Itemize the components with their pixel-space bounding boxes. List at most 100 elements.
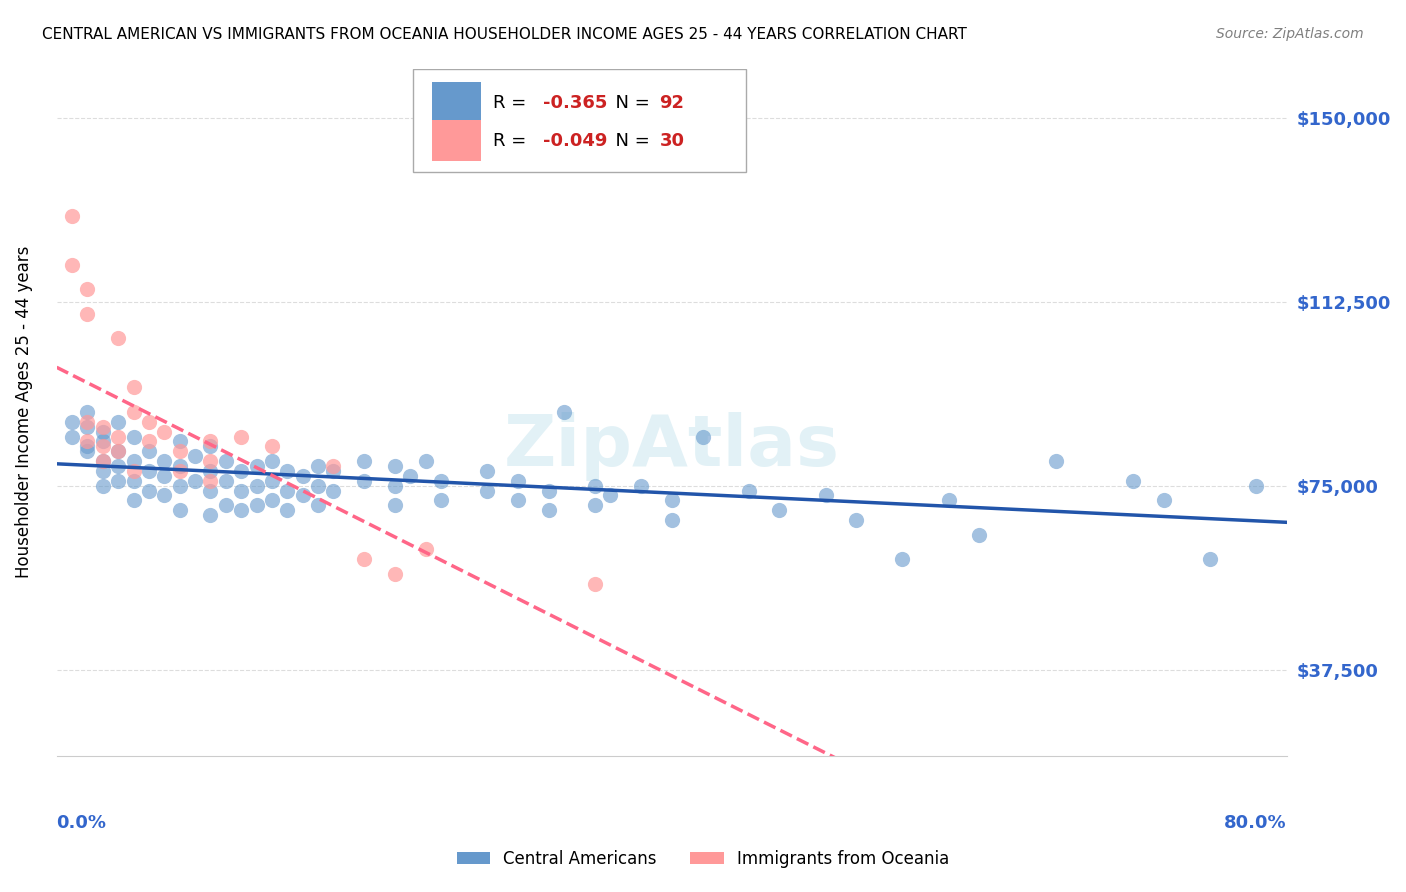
Point bbox=[76, 444, 98, 458]
Point bbox=[215, 498, 238, 512]
Point bbox=[969, 527, 991, 541]
Point bbox=[231, 464, 253, 478]
FancyBboxPatch shape bbox=[432, 82, 481, 123]
Point bbox=[91, 454, 114, 468]
Point bbox=[91, 434, 114, 449]
Text: 80.0%: 80.0% bbox=[1225, 814, 1286, 832]
Point bbox=[430, 474, 453, 488]
Point bbox=[200, 483, 222, 498]
Point bbox=[122, 464, 145, 478]
Point bbox=[60, 429, 83, 443]
Point bbox=[200, 439, 222, 453]
Point bbox=[200, 474, 222, 488]
Text: CENTRAL AMERICAN VS IMMIGRANTS FROM OCEANIA HOUSEHOLDER INCOME AGES 25 - 44 YEAR: CENTRAL AMERICAN VS IMMIGRANTS FROM OCEA… bbox=[42, 27, 967, 42]
Point bbox=[91, 425, 114, 439]
Point bbox=[1122, 474, 1144, 488]
Point bbox=[76, 405, 98, 419]
Point bbox=[91, 464, 114, 478]
Point bbox=[107, 458, 129, 473]
Point bbox=[506, 474, 529, 488]
Point bbox=[415, 542, 437, 557]
Point bbox=[307, 498, 329, 512]
Point bbox=[430, 493, 453, 508]
Point bbox=[1244, 478, 1267, 492]
Point bbox=[276, 503, 298, 517]
Point bbox=[169, 458, 191, 473]
Point bbox=[107, 474, 129, 488]
Point bbox=[76, 419, 98, 434]
Point bbox=[138, 483, 160, 498]
Text: 0.0%: 0.0% bbox=[56, 814, 107, 832]
Point bbox=[60, 209, 83, 223]
Text: R =: R = bbox=[494, 132, 533, 150]
Point bbox=[630, 478, 652, 492]
Point bbox=[477, 464, 499, 478]
Point bbox=[938, 493, 960, 508]
Point bbox=[169, 478, 191, 492]
Text: N =: N = bbox=[605, 132, 655, 150]
FancyBboxPatch shape bbox=[432, 120, 481, 161]
Point bbox=[200, 454, 222, 468]
Point bbox=[231, 429, 253, 443]
Point bbox=[138, 434, 160, 449]
Point bbox=[661, 493, 683, 508]
Point bbox=[138, 444, 160, 458]
Point bbox=[60, 415, 83, 429]
Point bbox=[553, 405, 575, 419]
Point bbox=[260, 493, 283, 508]
Point bbox=[814, 488, 837, 502]
Point bbox=[76, 434, 98, 449]
Point bbox=[107, 429, 129, 443]
Point bbox=[583, 498, 606, 512]
Point bbox=[260, 474, 283, 488]
Point bbox=[891, 552, 914, 566]
Point bbox=[153, 468, 176, 483]
Point bbox=[91, 454, 114, 468]
Point bbox=[169, 464, 191, 478]
Point bbox=[583, 478, 606, 492]
Point bbox=[537, 503, 560, 517]
Point bbox=[353, 454, 375, 468]
Point bbox=[122, 454, 145, 468]
Point bbox=[91, 439, 114, 453]
Point bbox=[291, 488, 314, 502]
Point bbox=[76, 307, 98, 321]
Text: 30: 30 bbox=[659, 132, 685, 150]
Point bbox=[231, 483, 253, 498]
Point bbox=[169, 444, 191, 458]
Point bbox=[245, 458, 267, 473]
Point bbox=[1199, 552, 1222, 566]
Point bbox=[200, 508, 222, 522]
Point bbox=[768, 503, 790, 517]
Point bbox=[76, 439, 98, 453]
Point bbox=[138, 415, 160, 429]
Point bbox=[184, 474, 207, 488]
FancyBboxPatch shape bbox=[413, 69, 745, 171]
Text: N =: N = bbox=[605, 94, 655, 112]
Point bbox=[231, 503, 253, 517]
Point bbox=[276, 483, 298, 498]
Point bbox=[107, 331, 129, 345]
Point bbox=[384, 566, 406, 581]
Point bbox=[537, 483, 560, 498]
Point bbox=[245, 478, 267, 492]
Point bbox=[322, 483, 344, 498]
Text: R =: R = bbox=[494, 94, 533, 112]
Point bbox=[384, 478, 406, 492]
Point bbox=[122, 405, 145, 419]
Point bbox=[384, 498, 406, 512]
Point bbox=[353, 474, 375, 488]
Point bbox=[322, 464, 344, 478]
Point bbox=[506, 493, 529, 508]
Point bbox=[322, 458, 344, 473]
Point bbox=[276, 464, 298, 478]
Point bbox=[260, 454, 283, 468]
Point bbox=[200, 464, 222, 478]
Point bbox=[91, 419, 114, 434]
Point bbox=[260, 439, 283, 453]
Point bbox=[845, 513, 868, 527]
Point bbox=[477, 483, 499, 498]
Point bbox=[692, 429, 714, 443]
Point bbox=[200, 434, 222, 449]
Point bbox=[169, 434, 191, 449]
